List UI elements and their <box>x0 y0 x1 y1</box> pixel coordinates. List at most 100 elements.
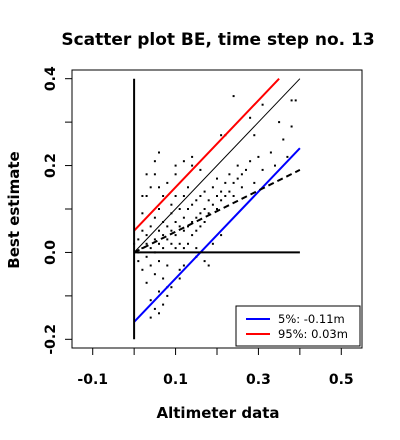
data-point-84 <box>224 181 227 184</box>
data-point-64 <box>195 199 198 202</box>
data-point-21 <box>153 273 156 276</box>
y-axis-label: Best estimate <box>5 151 23 268</box>
data-point-14 <box>149 225 152 228</box>
data-point-23 <box>158 242 160 245</box>
data-point-122 <box>182 264 185 267</box>
upper-bound-line <box>133 78 280 232</box>
data-point-83 <box>224 195 227 197</box>
data-point-125 <box>153 160 156 163</box>
y-tick-label-1: 0.0 <box>43 240 59 265</box>
x-tick-label-3: 0.5 <box>329 372 354 388</box>
data-point-26 <box>158 208 160 210</box>
data-point-40 <box>170 242 173 245</box>
data-point-65 <box>195 229 198 232</box>
axis-ticks: -0.1 0.1 0.3 0.5 -0.2 0.0 0.2 0.4 <box>43 66 354 388</box>
data-point-11 <box>145 195 148 197</box>
data-point-2 <box>137 238 140 241</box>
data-point-93 <box>245 168 247 171</box>
data-point-88 <box>232 195 235 197</box>
one-to-one-line <box>133 78 301 253</box>
data-point-80 <box>216 177 218 180</box>
data-point-51 <box>178 268 181 271</box>
data-point-129 <box>182 160 185 163</box>
data-point-92 <box>240 186 243 189</box>
data-point-90 <box>236 164 239 167</box>
data-point-71 <box>203 190 206 193</box>
x-axis-label: Altimeter data <box>157 404 280 422</box>
data-point-54 <box>182 195 185 197</box>
data-point-61 <box>191 203 194 206</box>
data-point-52 <box>182 229 185 232</box>
data-point-110 <box>199 168 202 171</box>
data-point-56 <box>187 225 189 228</box>
data-point-96 <box>257 155 260 158</box>
data-point-12 <box>145 281 148 284</box>
data-point-106 <box>249 116 252 119</box>
data-point-120 <box>166 294 169 297</box>
data-point-55 <box>182 247 185 250</box>
data-point-112 <box>253 134 256 137</box>
data-point-59 <box>187 186 189 189</box>
data-point-97 <box>261 168 264 171</box>
data-point-119 <box>170 286 173 289</box>
data-point-42 <box>170 203 173 206</box>
data-point-123 <box>191 164 194 167</box>
data-point-107 <box>220 134 223 137</box>
data-point-4 <box>141 247 144 250</box>
data-point-101 <box>286 155 289 158</box>
data-point-5 <box>141 229 144 232</box>
data-point-43 <box>174 234 177 237</box>
data-point-29 <box>162 234 165 237</box>
data-point-47 <box>174 173 177 176</box>
data-point-109 <box>191 155 194 158</box>
data-point-60 <box>191 221 194 223</box>
data-point-98 <box>269 151 272 154</box>
data-point-114 <box>211 242 214 245</box>
y-tick-label-0: -0.2 <box>43 324 59 355</box>
data-point-49 <box>178 242 181 245</box>
data-point-102 <box>290 125 293 128</box>
data-point-24 <box>158 229 160 232</box>
data-point-103 <box>261 103 264 106</box>
data-point-131 <box>153 307 156 310</box>
y-tick-label-3: 0.4 <box>43 66 59 91</box>
data-point-130 <box>158 312 160 315</box>
data-point-85 <box>228 190 231 193</box>
legend-label-5pct: 5%: -0.11m <box>278 312 345 326</box>
data-point-79 <box>216 195 218 197</box>
data-point-74 <box>207 199 210 202</box>
data-point-76 <box>211 203 214 206</box>
data-point-121 <box>162 303 165 306</box>
data-point-105 <box>294 99 297 102</box>
data-point-25 <box>158 260 160 263</box>
reference-lines <box>133 78 301 340</box>
data-point-46 <box>174 195 177 197</box>
data-point-100 <box>282 138 285 141</box>
y-tick-label-2: 0.2 <box>43 153 59 178</box>
data-point-132 <box>149 316 152 319</box>
data-point-108 <box>232 95 235 98</box>
data-point-48 <box>178 225 181 228</box>
data-point-16 <box>149 186 152 189</box>
data-point-63 <box>195 216 198 219</box>
data-point-6 <box>141 268 144 271</box>
data-point-77 <box>211 186 214 189</box>
data-point-20 <box>153 216 156 219</box>
data-point-73 <box>207 212 210 215</box>
data-point-115 <box>220 234 223 237</box>
data-point-87 <box>232 181 235 184</box>
regression-line <box>133 169 301 254</box>
data-point-95 <box>253 181 256 184</box>
data-point-72 <box>203 221 206 223</box>
data-point-50 <box>178 208 181 210</box>
x-tick-label-0: -0.1 <box>77 372 108 388</box>
data-point-22 <box>153 173 156 176</box>
legend-box <box>235 305 361 347</box>
data-point-33 <box>162 195 165 197</box>
data-point-32 <box>162 277 165 280</box>
data-point-9 <box>145 255 148 258</box>
data-point-99 <box>274 164 276 167</box>
data-point-91 <box>240 173 243 176</box>
data-point-44 <box>174 221 177 223</box>
